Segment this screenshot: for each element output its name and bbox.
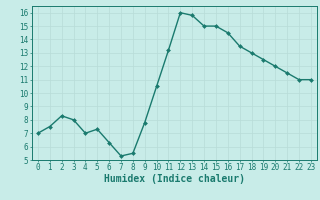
X-axis label: Humidex (Indice chaleur): Humidex (Indice chaleur) <box>104 174 245 184</box>
